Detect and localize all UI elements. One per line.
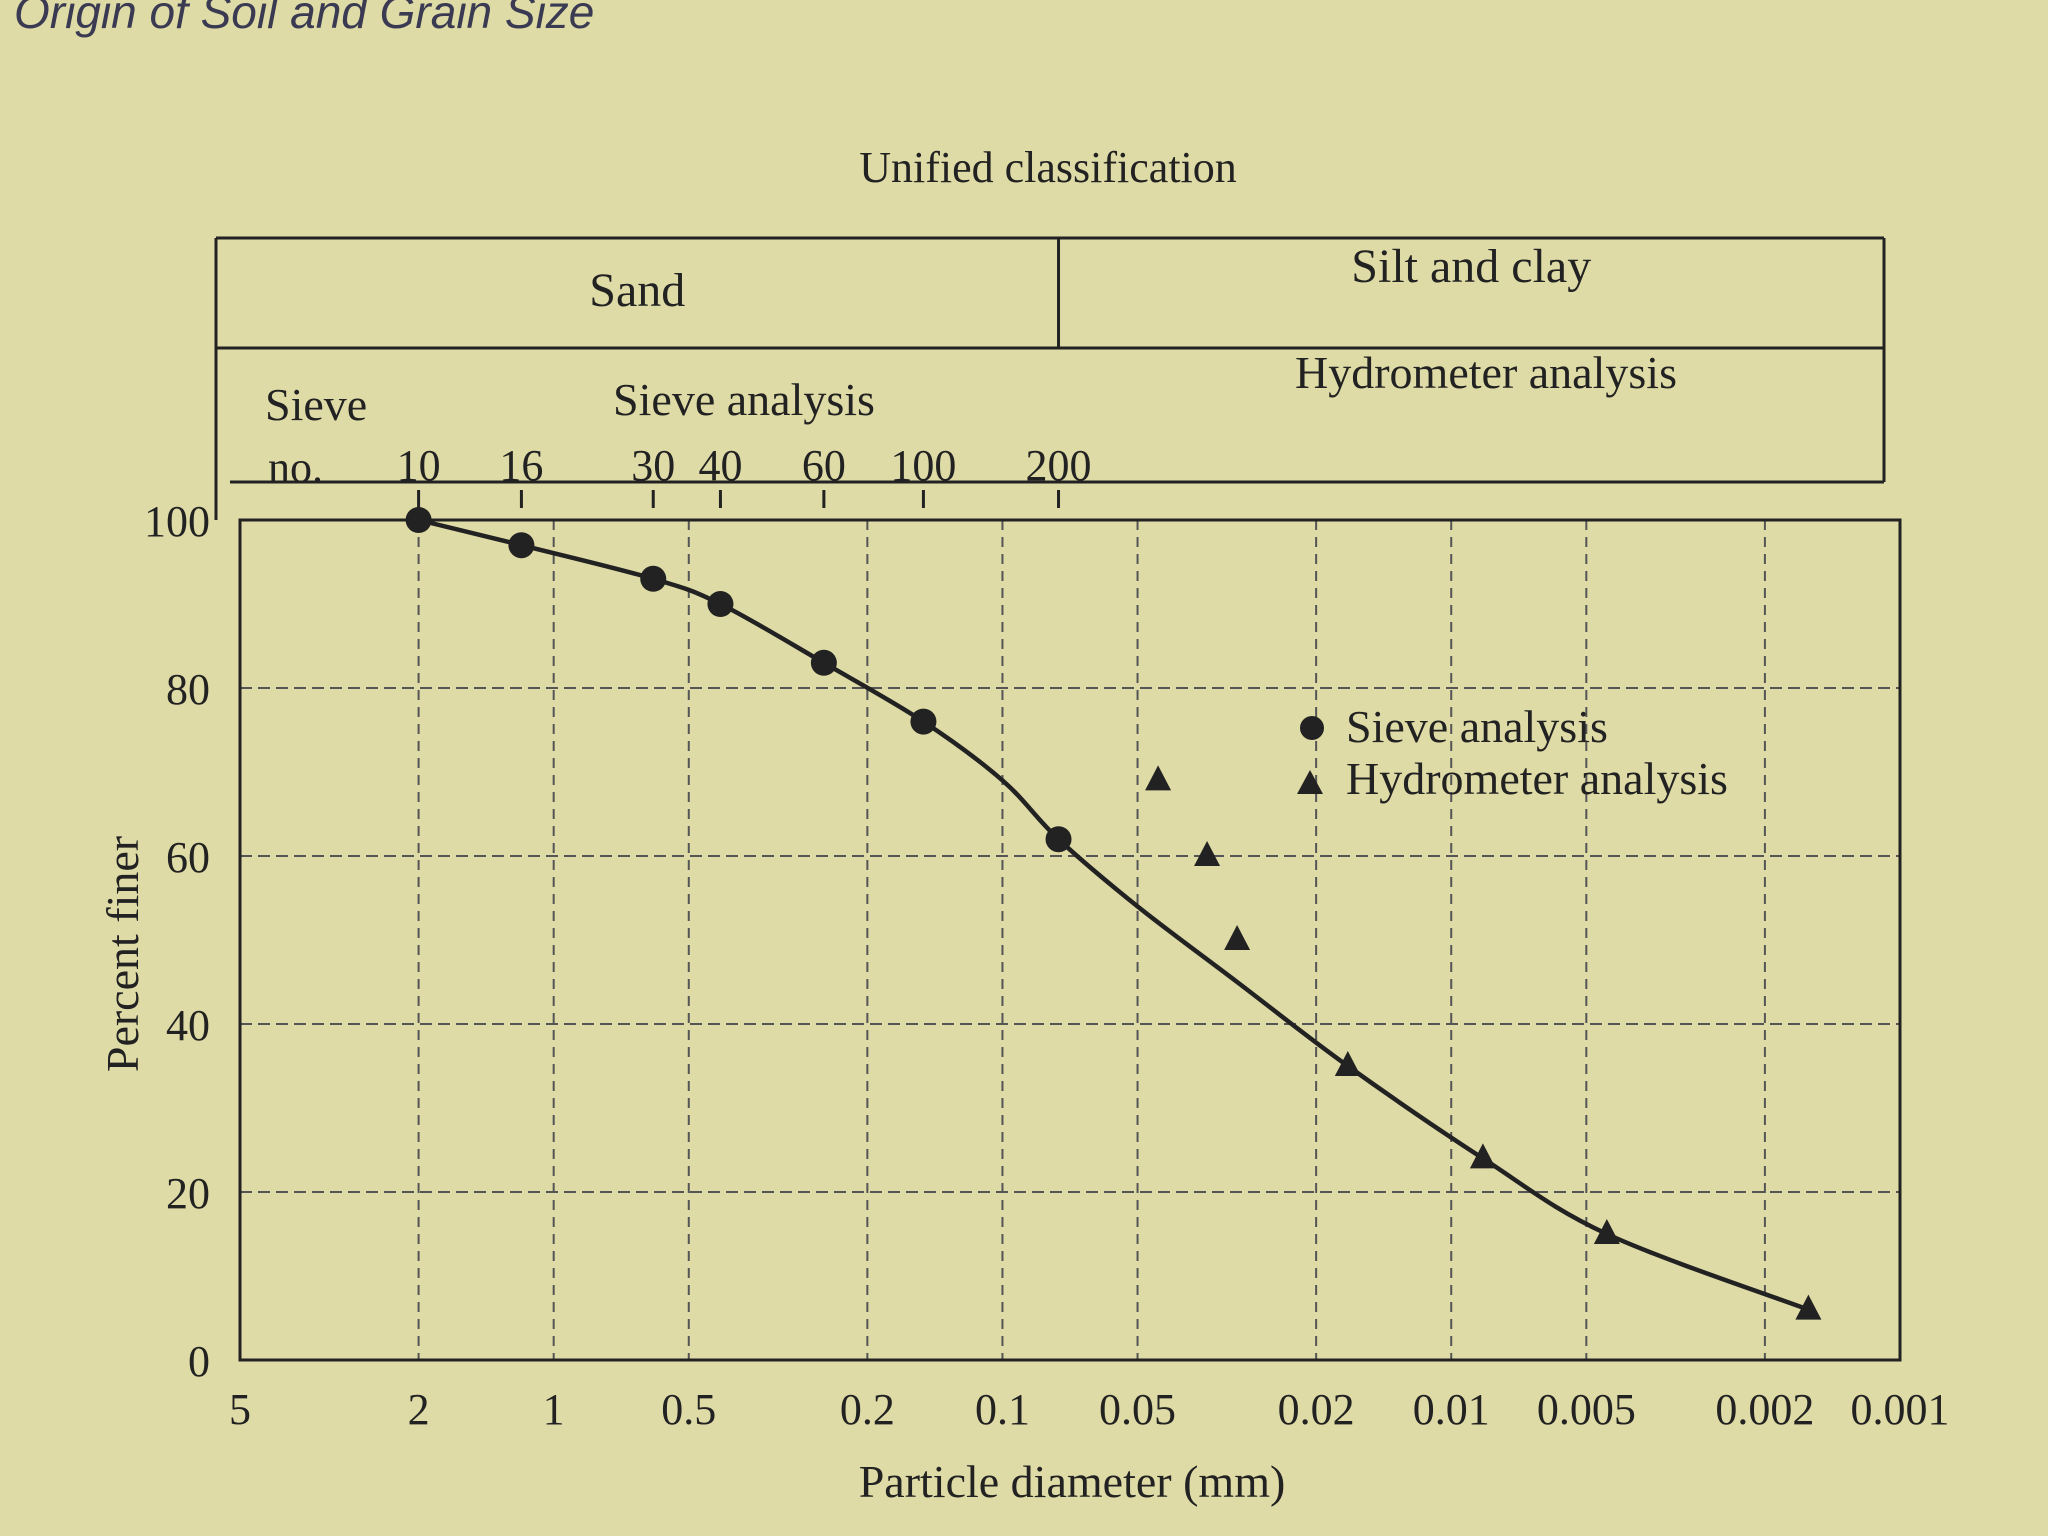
hydrometer-data-point <box>1145 765 1172 791</box>
sieve-data-point <box>508 532 535 559</box>
hydrometer-data-point <box>1194 841 1221 866</box>
y-axis-ticks: 0 20 40 60 80 100 <box>144 497 210 1386</box>
classification-title: Unified classification <box>859 143 1237 192</box>
x-tick-label: 0.002 <box>1715 1385 1814 1434</box>
x-tick-label: 5 <box>229 1385 251 1434</box>
sieve-row-title: Sieve <box>265 379 367 430</box>
x-tick-label: 0.1 <box>975 1385 1030 1434</box>
legend-label-sieve: Sieve analysis <box>1346 701 1608 752</box>
sieve-number-label: 100 <box>890 441 956 490</box>
data-markers <box>405 507 1822 1320</box>
hydrometer-data-point <box>1593 1219 1620 1244</box>
sieve-number-labels: 10 16 30 40 60 100 200 <box>397 441 1092 508</box>
y-tick-label: 40 <box>166 1001 210 1050</box>
hydrometer-data-point <box>1469 1143 1496 1169</box>
plot-frame <box>238 518 1902 1362</box>
x-tick-label: 0.2 <box>840 1385 895 1434</box>
legend-triangle-marker <box>1297 770 1323 794</box>
y-tick-label: 0 <box>188 1337 210 1386</box>
hydrometer-analysis-header: Hydrometer analysis <box>1295 347 1677 398</box>
x-axis-label: Particle diameter (mm) <box>859 1456 1286 1507</box>
sieve-number-label: 60 <box>802 441 846 490</box>
page-heading: Origin of Soil and Grain Size <box>14 0 594 38</box>
sieve-data-point <box>810 649 837 676</box>
y-axis-label: Percent finer <box>97 836 148 1072</box>
hydrometer-data-point <box>1795 1294 1822 1320</box>
x-tick-label: 0.005 <box>1537 1385 1636 1434</box>
x-tick-label: 0.05 <box>1099 1385 1176 1434</box>
sieve-number-label: 40 <box>698 441 742 490</box>
hydrometer-data-point <box>1334 1051 1361 1076</box>
legend-circle-marker <box>1300 716 1324 740</box>
legend-label-hydrometer: Hydrometer analysis <box>1346 753 1728 804</box>
plot-grid <box>240 520 1900 1360</box>
x-tick-label: 2 <box>408 1385 430 1434</box>
sieve-number-label: 30 <box>631 441 675 490</box>
x-tick-label: 0.5 <box>661 1385 716 1434</box>
sieve-number-label: 10 <box>397 441 441 490</box>
zone-label-sand: Sand <box>589 264 685 317</box>
y-tick-label: 20 <box>166 1169 210 1218</box>
hydrometer-data-point <box>1224 925 1251 950</box>
x-tick-label: 0.01 <box>1413 1385 1490 1434</box>
sieve-data-point <box>405 507 432 533</box>
y-tick-label: 100 <box>144 497 210 546</box>
sieve-no-label: no. <box>268 443 323 492</box>
x-axis-ticks: 5 2 1 0.5 0.2 0.1 0.05 0.02 0.01 0.005 0.002 0.001 <box>229 1385 1950 1434</box>
sieve-data-point <box>910 708 937 735</box>
x-tick-label: 0.001 <box>1851 1385 1950 1434</box>
classification-header <box>214 236 1886 520</box>
sieve-data-point <box>707 591 734 617</box>
sieve-number-label: 16 <box>499 441 543 490</box>
sieve-data-point <box>640 565 667 592</box>
zone-label-silt-clay: Silt and clay <box>1351 240 1591 293</box>
sieve-number-label: 200 <box>1026 441 1092 490</box>
y-tick-label: 60 <box>166 833 210 882</box>
x-tick-label: 0.02 <box>1278 1385 1355 1434</box>
legend: Sieve analysis Hydrometer analysis <box>1297 701 1728 804</box>
x-tick-label: 1 <box>543 1385 565 1434</box>
sieve-data-point <box>1045 826 1072 853</box>
y-tick-label: 80 <box>166 665 210 714</box>
sieve-analysis-header: Sieve analysis <box>613 374 875 425</box>
